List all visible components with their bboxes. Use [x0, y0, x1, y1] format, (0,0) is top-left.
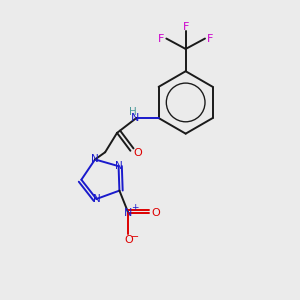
Text: F: F — [158, 34, 164, 44]
Text: F: F — [207, 34, 214, 44]
Text: N: N — [124, 208, 133, 218]
Text: N: N — [115, 161, 122, 171]
Text: N: N — [91, 154, 99, 164]
Text: N: N — [93, 194, 100, 204]
Text: N: N — [131, 113, 139, 123]
Text: O: O — [134, 148, 142, 158]
Text: F: F — [182, 22, 189, 32]
Text: H: H — [129, 106, 136, 116]
Text: +: + — [131, 203, 139, 212]
Text: O: O — [151, 208, 160, 218]
Text: O: O — [124, 235, 133, 245]
Text: −: − — [131, 232, 139, 242]
